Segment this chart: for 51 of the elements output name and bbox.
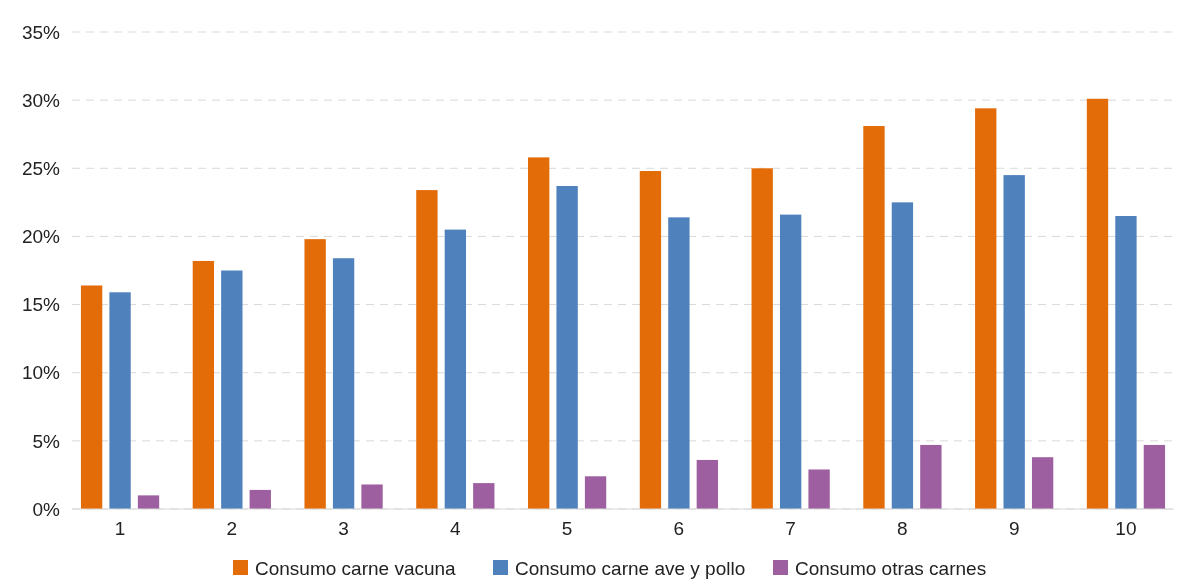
x-tick-label: 10 bbox=[1115, 518, 1137, 539]
bar bbox=[1115, 215, 1137, 509]
bar bbox=[1031, 457, 1054, 509]
bar bbox=[416, 190, 438, 509]
bar bbox=[109, 292, 131, 509]
legend-label: Consumo carne vacuna bbox=[255, 557, 457, 579]
bar bbox=[668, 217, 690, 509]
bar bbox=[779, 214, 802, 509]
bar bbox=[332, 258, 355, 509]
x-tick-label: 2 bbox=[226, 518, 238, 539]
x-tick-label: 1 bbox=[114, 518, 126, 539]
bar bbox=[137, 495, 160, 509]
bar bbox=[863, 126, 885, 509]
bar bbox=[192, 260, 215, 509]
bar bbox=[528, 157, 550, 509]
bar bbox=[696, 459, 718, 509]
y-tick-label: 35% bbox=[21, 21, 61, 43]
bar bbox=[891, 202, 914, 509]
bar bbox=[920, 444, 942, 509]
y-tick-label: 5% bbox=[32, 430, 61, 452]
y-tick-label: 25% bbox=[21, 157, 61, 179]
x-tick-label: 4 bbox=[450, 518, 462, 539]
bar bbox=[808, 469, 830, 509]
bar bbox=[751, 168, 773, 509]
bar bbox=[584, 476, 607, 509]
x-tick-label: 8 bbox=[897, 518, 908, 539]
bar bbox=[304, 239, 326, 509]
legend-label: Consumo carne ave y pollo bbox=[515, 557, 746, 579]
bar bbox=[1086, 98, 1109, 509]
y-tick-label: 20% bbox=[21, 226, 61, 248]
x-tick-label: 6 bbox=[673, 518, 685, 539]
bar bbox=[249, 489, 271, 509]
y-tick-label: 10% bbox=[21, 362, 61, 384]
y-tick-label: 30% bbox=[21, 89, 61, 111]
bar bbox=[1003, 175, 1025, 509]
bar bbox=[80, 285, 103, 509]
x-tick-label: 9 bbox=[1008, 518, 1020, 539]
bar bbox=[975, 108, 997, 509]
x-tick-label: 7 bbox=[785, 518, 796, 539]
y-tick-label: 15% bbox=[21, 294, 61, 316]
bar bbox=[444, 229, 467, 509]
bar bbox=[473, 483, 495, 509]
bar bbox=[221, 270, 243, 509]
bar bbox=[361, 484, 383, 509]
legend-label: Consumo otras carnes bbox=[795, 557, 987, 579]
bar bbox=[1143, 444, 1166, 509]
y-tick-label: 0% bbox=[32, 498, 61, 520]
bar bbox=[639, 171, 662, 509]
x-tick-label: 3 bbox=[338, 518, 349, 539]
bar bbox=[556, 186, 578, 509]
x-tick-label: 5 bbox=[561, 518, 573, 539]
